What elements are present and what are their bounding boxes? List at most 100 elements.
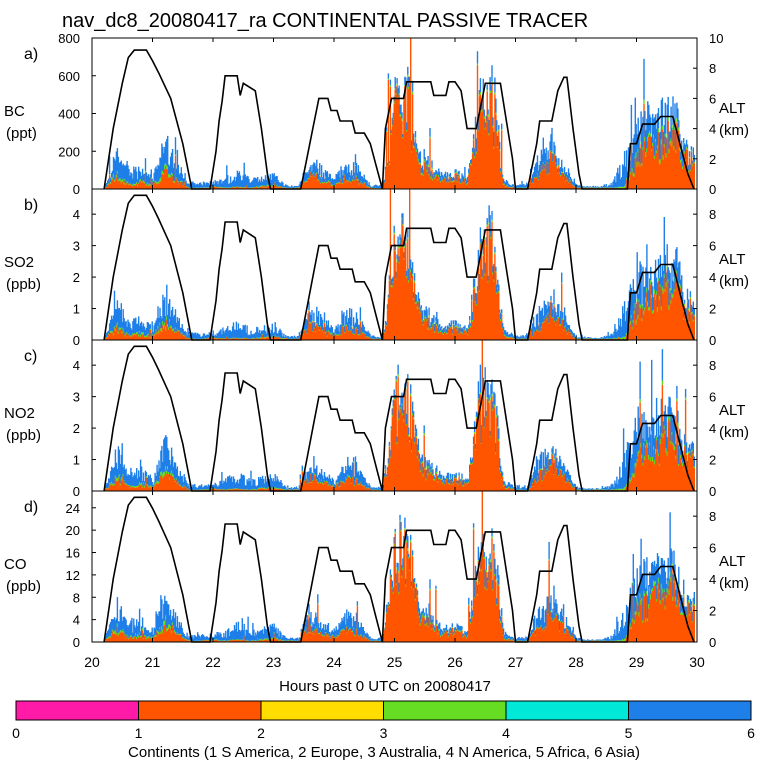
- bar-australia: [368, 336, 370, 338]
- bar-s-america: [557, 173, 559, 189]
- bar-asia: [447, 472, 450, 483]
- bar-asia: [421, 310, 423, 320]
- bar-australia: [466, 331, 468, 333]
- bar-asia: [134, 318, 136, 333]
- bar-asia: [562, 168, 564, 172]
- bar-s-america: [344, 333, 346, 340]
- bar-s-america: [442, 181, 445, 189]
- bar-australia: [343, 325, 345, 327]
- bar-australia: [672, 294, 674, 298]
- bar-asia: [272, 478, 274, 488]
- bar-australia: [320, 481, 322, 484]
- bar-asia: [441, 329, 444, 333]
- bar-asia: [499, 141, 501, 150]
- bar-asia: [352, 457, 355, 462]
- bar-australia: [302, 483, 304, 484]
- bar-australia: [488, 133, 490, 136]
- bar-asia: [655, 128, 658, 151]
- bar-s-america: [628, 180, 631, 189]
- bar-asia: [203, 182, 206, 188]
- bar-asia: [313, 456, 315, 473]
- bar-asia: [655, 277, 658, 291]
- bar-asia: [261, 475, 264, 488]
- bar-s-america: [562, 319, 564, 340]
- bar-asia: [310, 467, 312, 474]
- bar-asia: [206, 486, 209, 490]
- y-tick-label: 0: [73, 182, 80, 197]
- bar-s-america: [678, 130, 680, 189]
- bar-asia: [350, 316, 352, 331]
- bar-australia: [499, 149, 501, 151]
- bar-australia: [148, 336, 150, 338]
- bar-australia: [474, 301, 477, 303]
- bar-s-america: [305, 484, 307, 491]
- bar-australia: [221, 338, 223, 340]
- bar-s-america: [270, 186, 272, 189]
- bar-australia: [550, 300, 552, 302]
- bar-s-america: [216, 489, 218, 491]
- bar-s-america: [115, 177, 118, 189]
- bar-australia: [120, 327, 122, 329]
- bar-asia: [412, 292, 415, 298]
- bar-s-america: [572, 185, 574, 189]
- bar-s-america: [572, 337, 574, 340]
- bar-asia: [620, 179, 622, 187]
- bar-asia: [456, 480, 458, 483]
- bar-australia: [501, 313, 503, 314]
- bar-australia: [153, 334, 155, 336]
- bar-asia: [679, 261, 681, 284]
- bar-australia: [433, 478, 435, 481]
- bar-asia: [214, 180, 216, 187]
- bar-asia: [236, 479, 239, 489]
- bar-australia: [451, 333, 453, 335]
- bar-australia: [470, 462, 472, 465]
- bar-australia: [350, 181, 352, 183]
- bar-s-america: [420, 174, 422, 189]
- bar-asia: [459, 324, 461, 327]
- bar-australia: [321, 329, 324, 331]
- bar-asia: [463, 479, 465, 485]
- bar-australia: [273, 184, 275, 186]
- bar-asia: [220, 480, 222, 490]
- bar-asia: [564, 173, 567, 181]
- bar-s-america: [354, 165, 357, 189]
- bar-asia: [250, 470, 252, 490]
- bar-australia: [689, 296, 692, 299]
- bar-australia: [423, 319, 425, 322]
- bar-asia: [544, 153, 546, 165]
- bar-s-america: [237, 338, 240, 340]
- bar-australia: [277, 186, 279, 188]
- bar-s-america: [467, 183, 469, 189]
- bar-australia: [425, 478, 427, 481]
- bar-s-america: [325, 482, 328, 491]
- bar-australia: [478, 94, 481, 97]
- bar-asia: [171, 149, 174, 174]
- bar-australia: [317, 179, 319, 181]
- bar-australia: [120, 180, 122, 184]
- bar-australia: [463, 328, 465, 330]
- bar-s-america: [109, 183, 112, 189]
- bar-australia: [467, 182, 469, 184]
- bar-australia: [314, 327, 316, 329]
- bar-australia: [537, 330, 540, 332]
- bar-s-america: [415, 437, 418, 491]
- bar-australia: [362, 184, 364, 186]
- bar-asia: [462, 175, 464, 182]
- bar-asia: [365, 179, 367, 186]
- bar-australia: [205, 187, 208, 189]
- bar-asia: [203, 485, 206, 490]
- bar-s-america: [231, 187, 234, 189]
- bar-s-america: [246, 185, 248, 189]
- bar-s-america: [130, 184, 132, 189]
- bar-australia: [640, 305, 642, 309]
- bar-australia: [176, 328, 179, 330]
- bar-asia: [539, 310, 542, 331]
- bar-australia: [471, 299, 473, 301]
- bar-australia: [265, 336, 268, 338]
- bar-s-america: [630, 145, 633, 189]
- bar-s-america: [280, 186, 282, 189]
- bar-australia: [506, 184, 509, 186]
- bar-australia: [424, 315, 426, 319]
- bar-australia: [510, 336, 513, 338]
- bar-s-america: [690, 151, 693, 189]
